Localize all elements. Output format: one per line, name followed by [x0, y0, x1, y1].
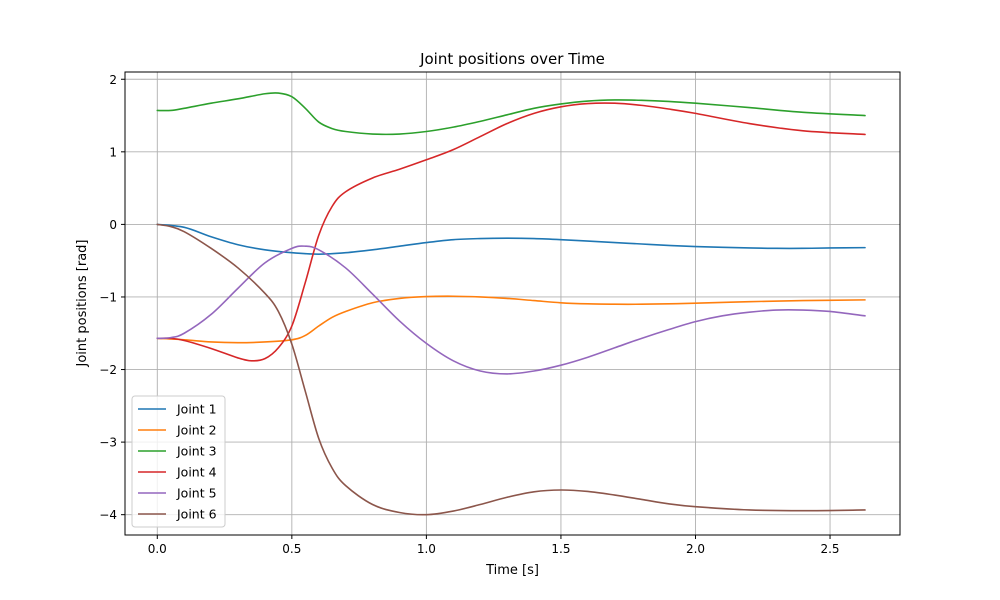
y-tick-label: −3	[99, 436, 117, 450]
x-tick-label: 0.0	[148, 542, 167, 556]
legend-label-joint-5: Joint 5	[176, 486, 217, 501]
x-axis-label: Time [s]	[485, 563, 539, 578]
legend-label-joint-4: Joint 4	[176, 465, 217, 480]
y-tick-label: 0	[109, 218, 117, 232]
series-line-joint-5	[156, 245, 866, 375]
x-tick-label: 1.0	[417, 542, 436, 556]
y-tick-label: 2	[109, 73, 117, 87]
grid	[125, 72, 900, 535]
legend-label-joint-6: Joint 6	[176, 507, 217, 522]
y-tick-label: −2	[99, 363, 117, 377]
chart-title: Joint positions over Time	[419, 50, 605, 68]
series-line-joint-2	[156, 295, 866, 344]
series-line-joint-4	[156, 102, 866, 362]
legend: Joint 1 Joint 2 Joint 3 Joint 4 Joint 5 Joint…	[131, 395, 226, 528]
legend-box	[131, 395, 226, 528]
series-line-joint-6	[156, 223, 866, 516]
plot-lines	[156, 92, 866, 516]
y-tick-label: 1	[109, 145, 117, 159]
plot-frame	[124, 71, 901, 536]
x-axis-ticks: 0.0 0.5 1.0 1.5 2.0 2.5	[148, 535, 840, 556]
y-axis-ticks: 2 1 0 −1 −2 −3 −4	[99, 73, 125, 522]
legend-label-joint-2: Joint 2	[176, 423, 217, 438]
series-line-joint-3	[156, 92, 866, 136]
series-line-joint-1	[156, 223, 866, 255]
legend-label-joint-1: Joint 1	[176, 402, 217, 417]
y-axis-label: Joint positions [rad]	[75, 240, 90, 368]
y-tick-label: −1	[99, 290, 117, 304]
x-tick-label: 2.5	[820, 542, 839, 556]
x-tick-label: 1.5	[551, 542, 570, 556]
legend-label-joint-3: Joint 3	[176, 444, 217, 459]
x-tick-label: 2.0	[686, 542, 705, 556]
x-tick-label: 0.5	[282, 542, 301, 556]
y-tick-label: −4	[99, 508, 117, 522]
